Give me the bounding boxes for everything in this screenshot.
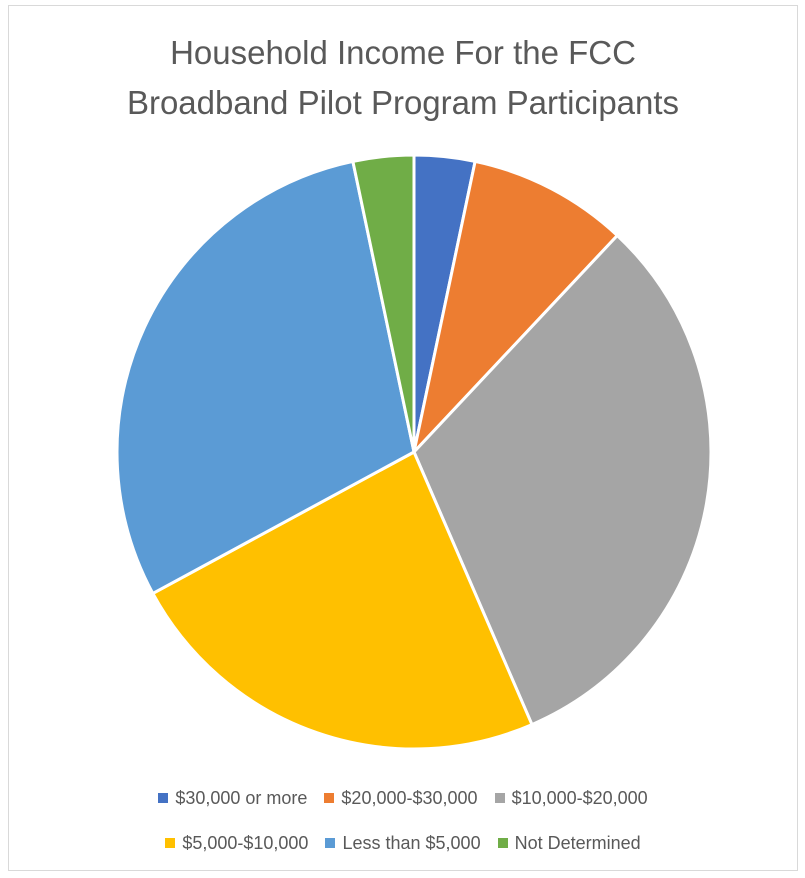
chart-title: Household Income For the FCC Broadband P… [8, 28, 798, 128]
pie-slice-10-000-20-000 [412, 233, 713, 727]
pie-slice-less-than-5-000 [115, 159, 416, 595]
chart-title-line-1: Household Income For the FCC [170, 34, 636, 71]
legend-label: $5,000-$10,000 [182, 832, 309, 853]
legend-swatch [325, 838, 336, 848]
legend-item-not-determined: Not Determined [497, 832, 641, 854]
legend-item-less-than-5000: Less than $5,000 [325, 832, 481, 854]
legend-label: $30,000 or more [175, 787, 308, 808]
pie-slice-20-000-30-000 [412, 159, 619, 454]
legend-swatch [324, 793, 335, 803]
legend-label: Not Determined [514, 832, 641, 853]
legend-label: $10,000-$20,000 [511, 787, 648, 808]
legend-swatch [165, 838, 176, 848]
legend-item-20000-30000: $20,000-$30,000 [324, 787, 478, 809]
legend-row-2: $5,000-$10,000 Less than $5,000 Not Dete… [8, 832, 798, 854]
legend-item-30000-or-more: $30,000 or more [158, 788, 307, 809]
legend-label: $20,000-$30,000 [341, 787, 478, 808]
pie-slice-5-000-10-000 [151, 450, 534, 751]
legend-label: Less than $5,000 [342, 832, 481, 853]
chart-title-line-2: Broadband Pilot Program Participants [126, 84, 680, 121]
legend-swatch [494, 793, 505, 803]
legend-item-5000-10000: $5,000-$10,000 [165, 833, 308, 854]
legend-item-10000-20000: $10,000-$20,000 [494, 787, 648, 809]
legend-swatch [158, 793, 169, 803]
legend-row-1: $30,000 or more $20,000-$30,000 $10,000-… [8, 787, 798, 809]
legend-swatch [497, 838, 508, 848]
pie-slice-not-determined [351, 153, 416, 454]
